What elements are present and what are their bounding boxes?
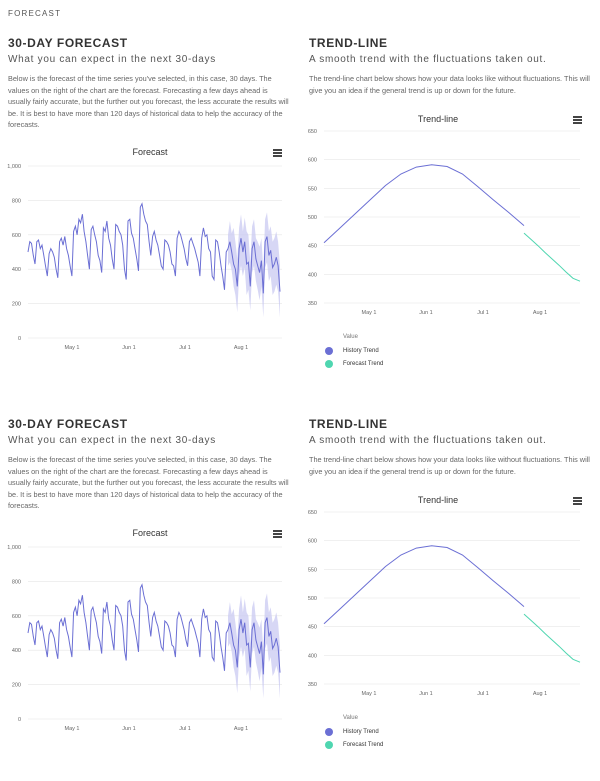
legend-label: History Trend [343,348,379,354]
trend-section: TREND-LINE A smooth trend with the fluctu… [309,36,593,96]
x-tick-label: May 1 [65,726,80,732]
x-tick-label: Jun 1 [419,310,432,316]
forecast-chart: 0 200 400 600 800 1,000 May 1 Jun 1 Jul 1 Aug 1 [7,164,282,351]
y-tick-label: 550 [308,567,317,573]
legend-label: Forecast Trend [343,361,384,367]
x-tick-label: May 1 [65,345,80,351]
hamburger-menu-icon[interactable] [573,497,582,505]
y-tick-label: 200 [12,302,21,308]
trend-title: TREND-LINE [309,417,388,431]
y-tick-label: 0 [18,336,21,342]
x-tick-label: May 1 [362,691,377,697]
trend-chart: 350 400 450 500 550 600 650 May 1 Jun 1 Jul 1 Aug … [308,129,581,316]
forecast-title: 30-DAY FORECAST [8,417,128,431]
forecast-title: 30-DAY FORECAST [8,36,128,50]
x-tick-label: Jul 1 [179,345,191,351]
forecast-series-line [227,617,281,675]
y-tick-label: 550 [308,186,317,192]
chart-title: Forecast [132,528,168,538]
x-tick-label: Aug 1 [533,310,547,316]
trend-subtitle: A smooth trend with the fluctuations tak… [309,54,547,65]
y-tick-label: 450 [308,625,317,631]
y-tick-label: 500 [308,596,317,602]
trend-subtitle: A smooth trend with the fluctuations tak… [309,435,547,446]
y-tick-label: 650 [308,129,317,135]
y-tick-label: 800 [12,579,21,585]
trend-title: TREND-LINE [309,36,388,50]
x-tick-label: Jun 1 [419,691,432,697]
forecast-trend-line [523,232,581,282]
trend-description: The trend-line chart below shows how you… [309,74,590,95]
legend-marker-icon [325,728,333,736]
y-tick-label: 600 [308,539,317,545]
trend-chart: 350 400 450 500 550 600 650 May 1 Jun 1 Jul 1 Aug … [308,510,581,697]
legend-marker-icon [325,360,333,368]
forecast-series-line [227,236,281,294]
y-tick-label: 600 [12,233,21,239]
x-tick-label: Aug 1 [533,691,547,697]
hamburger-menu-icon[interactable] [573,116,582,124]
forecast-section: 30-DAY FORECAST What you can expect in th… [8,417,292,512]
legend-item[interactable]: History Trend [325,728,379,736]
legend-item[interactable]: Forecast Trend [325,741,383,749]
y-tick-label: 400 [12,648,21,654]
history-trend-line [323,164,525,244]
x-tick-label: Jun 1 [122,345,135,351]
y-tick-label: 1,000 [7,545,21,551]
legend-marker-icon [325,347,333,355]
forecast-description: Below is the forecast of the time series… [8,74,289,130]
y-tick-label: 1,000 [7,164,21,170]
forecast-subtitle: What you can expect in the next 30-days [8,435,216,446]
hamburger-menu-icon[interactable] [273,149,282,157]
x-tick-label: Aug 1 [234,345,248,351]
y-tick-label: 600 [308,158,317,164]
x-tick-label: Jun 1 [122,726,135,732]
y-tick-label: 0 [18,717,21,723]
y-tick-label: 350 [308,301,317,307]
legend-label: Forecast Trend [343,742,384,748]
chart-title: Forecast [132,147,168,157]
y-tick-label: 800 [12,198,21,204]
y-tick-label: 200 [12,683,21,689]
history-series-line [27,202,229,290]
y-tick-label: 450 [308,244,317,250]
y-tick-label: 400 [308,272,317,278]
y-tick-label: 400 [12,267,21,273]
x-tick-label: Jul 1 [477,310,489,316]
x-tick-label: Aug 1 [234,726,248,732]
page-header: FORECAST [8,9,62,18]
trend-description: The trend-line chart below shows how you… [309,455,590,476]
y-tick-label: 350 [308,682,317,688]
legend-label: History Trend [343,729,379,735]
legend-marker-icon [325,741,333,749]
chart-title: Trend-line [417,495,459,505]
legend-title: Value [343,334,358,340]
history-trend-line [323,545,525,625]
y-tick-label: 400 [308,653,317,659]
legend-title: Value [343,715,358,721]
forecast-chart: 0 200 400 600 800 1,000 May 1 Jun 1 Jul 1 Aug 1 [7,545,282,732]
x-tick-label: May 1 [362,310,377,316]
hamburger-menu-icon[interactable] [273,530,282,538]
x-tick-label: Jul 1 [179,726,191,732]
history-series-line [27,583,229,671]
forecast-section: 30-DAY FORECAST What you can expect in th… [8,36,292,131]
chart-title: Trend-line [417,114,459,124]
forecast-description: Below is the forecast of the time series… [8,455,289,511]
forecast-trend-line [523,613,581,663]
y-tick-label: 600 [12,614,21,620]
y-tick-label: 500 [308,215,317,221]
x-tick-label: Jul 1 [477,691,489,697]
legend-item[interactable]: Forecast Trend [325,360,383,368]
legend-item[interactable]: History Trend [325,347,379,355]
forecast-subtitle: What you can expect in the next 30-days [8,54,216,65]
y-tick-label: 650 [308,510,317,516]
trend-section: TREND-LINE A smooth trend with the fluctu… [309,417,593,477]
